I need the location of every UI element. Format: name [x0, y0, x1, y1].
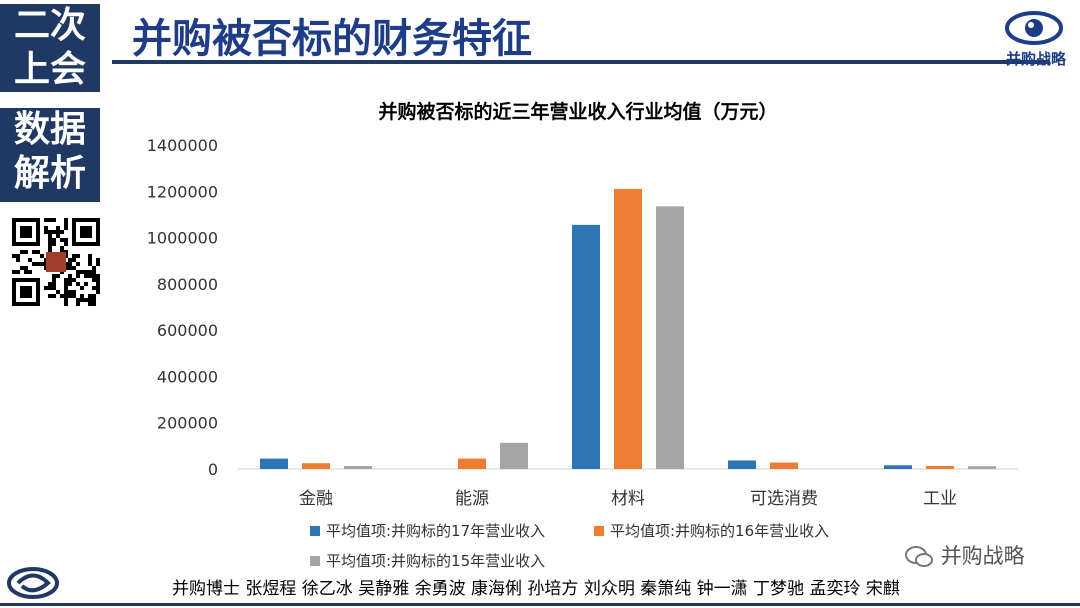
y-tick-label: 200000 — [157, 414, 218, 433]
bar-4-1 — [926, 465, 954, 469]
subsection-label-box: 数据 解析 — [0, 108, 100, 202]
page-title: 并购被否标的财务特征 — [132, 16, 532, 62]
section-label-line1: 二次 — [13, 5, 86, 46]
category-label: 可选消费 — [750, 489, 818, 509]
bar-3-1 — [770, 462, 798, 469]
legend-label-1: 平均值项:并购标的16年营业收入 — [610, 522, 829, 540]
y-tick-label: 1200000 — [147, 182, 218, 201]
section-label-line2: 上会 — [13, 49, 86, 90]
y-tick-label: 600000 — [157, 321, 218, 340]
bar-1-1 — [458, 458, 486, 469]
subsection-label-line1: 数据 — [13, 109, 86, 150]
bar-0-1 — [302, 463, 330, 469]
bar-4-2 — [968, 466, 996, 469]
bar-2-1 — [614, 188, 642, 469]
bar-2-0 — [572, 224, 600, 469]
legend-swatch-1 — [594, 526, 604, 536]
wechat-label: 并购战略 — [940, 544, 1025, 568]
qr-code-icon — [12, 218, 100, 306]
y-tick-label: 400000 — [157, 367, 218, 386]
legend-swatch-0 — [310, 526, 320, 536]
authors-line: 并购博士 张煜程 徐乙冰 吴静雅 余勇波 康海俐 孙培方 刘众明 秦箫纯 钟一潇… — [172, 579, 900, 599]
category-label: 能源 — [455, 489, 489, 509]
title-underline — [112, 60, 1050, 64]
section-label-box: 二次 上会 — [0, 4, 100, 92]
category-label: 材料 — [611, 489, 645, 509]
brand-logo-text: 并购战略 — [1005, 50, 1066, 68]
bar-0-2 — [344, 465, 372, 469]
wechat-icon — [905, 546, 933, 567]
wechat-watermark: 并购战略 — [904, 540, 1025, 570]
y-tick-label: 1400000 — [147, 136, 218, 155]
y-tick-label: 0 — [208, 460, 218, 479]
y-tick-label: 800000 — [157, 275, 218, 294]
bar-1-2 — [500, 442, 528, 469]
bar-2-2 — [656, 206, 684, 470]
legend-label-0: 平均值项:并购标的17年营业收入 — [326, 522, 545, 540]
category-label: 金融 — [299, 489, 333, 509]
eye-logo-icon — [1005, 11, 1063, 45]
category-label: 工业 — [923, 489, 957, 509]
chart-title: 并购被否标的近三年营业收入行业均值（万元） — [378, 100, 777, 123]
bar-0-0 — [260, 458, 288, 469]
bar-3-0 — [728, 460, 756, 469]
subsection-label-line2: 解析 — [13, 153, 86, 194]
legend-label-2: 平均值项:并购标的15年营业收入 — [326, 552, 545, 570]
y-tick-label: 1000000 — [147, 229, 218, 248]
company-logo-icon — [7, 567, 59, 599]
bar-4-0 — [884, 465, 912, 469]
footer-divider — [0, 603, 1080, 606]
legend-swatch-2 — [310, 556, 320, 566]
